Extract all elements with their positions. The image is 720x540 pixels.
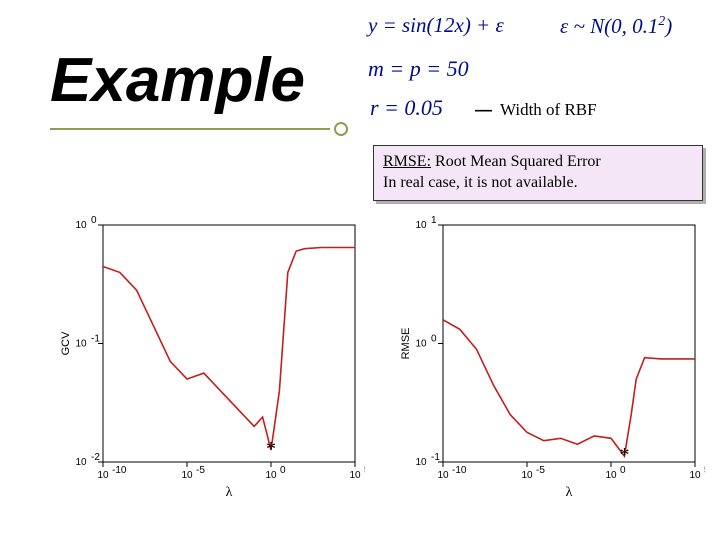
- svg-text:10: 10: [265, 470, 277, 481]
- title-text: Example: [50, 45, 370, 116]
- svg-text:5: 5: [364, 465, 365, 476]
- svg-text:10: 10: [521, 470, 533, 481]
- svg-text:-10: -10: [452, 465, 467, 476]
- svg-text:1: 1: [431, 215, 437, 226]
- svg-text:0: 0: [620, 465, 626, 476]
- rmse-underline: RMSE:: [383, 153, 431, 170]
- rmse-expansion: Root Mean Squared Error: [431, 153, 601, 170]
- svg-text:0: 0: [280, 465, 286, 476]
- svg-text:10: 10: [75, 457, 87, 468]
- svg-text:*: *: [266, 438, 276, 460]
- title-underline: [50, 126, 370, 132]
- slide-title: Example: [50, 45, 370, 132]
- svg-text:*: *: [619, 444, 629, 466]
- svg-text:10: 10: [605, 470, 617, 481]
- svg-text:10: 10: [75, 220, 87, 231]
- svg-text:0: 0: [91, 215, 97, 226]
- svg-text:-10: -10: [112, 465, 127, 476]
- svg-text:GCV: GCV: [60, 331, 72, 356]
- svg-text:-1: -1: [431, 452, 440, 463]
- gcv-chart: 10-1010-510010510-210-1100GCVλ*: [55, 215, 365, 500]
- equation-epsilon: ε ~ N(0, 0.12): [560, 13, 672, 39]
- equation-mp: m = p = 50: [368, 56, 469, 82]
- svg-text:-2: -2: [91, 452, 100, 463]
- svg-text:10: 10: [97, 470, 109, 481]
- svg-text:10: 10: [415, 339, 427, 350]
- rmse-chart: 10-1010-510010510-1100101RMSEλ*: [395, 215, 705, 500]
- svg-text:10: 10: [349, 470, 361, 481]
- svg-text:5: 5: [704, 465, 705, 476]
- rmse-note-box: RMSE: Root Mean Squared Error In real ca…: [373, 145, 703, 201]
- svg-text:-1: -1: [91, 334, 100, 345]
- svg-text:10: 10: [415, 457, 427, 468]
- svg-text:0: 0: [431, 334, 437, 345]
- rmse-availability: In real case, it is not available.: [383, 173, 693, 194]
- svg-text:RMSE: RMSE: [400, 328, 412, 360]
- svg-text:10: 10: [437, 470, 449, 481]
- width-of-rbf-label: —Width of RBF: [475, 100, 597, 120]
- svg-text:10: 10: [75, 339, 87, 350]
- svg-text:-5: -5: [536, 465, 545, 476]
- svg-text:λ: λ: [566, 485, 573, 500]
- svg-text:10: 10: [181, 470, 193, 481]
- equation-r: r = 0.05: [370, 95, 443, 121]
- svg-text:λ: λ: [226, 485, 233, 500]
- svg-text:-5: -5: [196, 465, 205, 476]
- svg-text:10: 10: [415, 220, 427, 231]
- svg-text:10: 10: [689, 470, 701, 481]
- equation-y: y = sin(12x) + ε: [368, 13, 504, 38]
